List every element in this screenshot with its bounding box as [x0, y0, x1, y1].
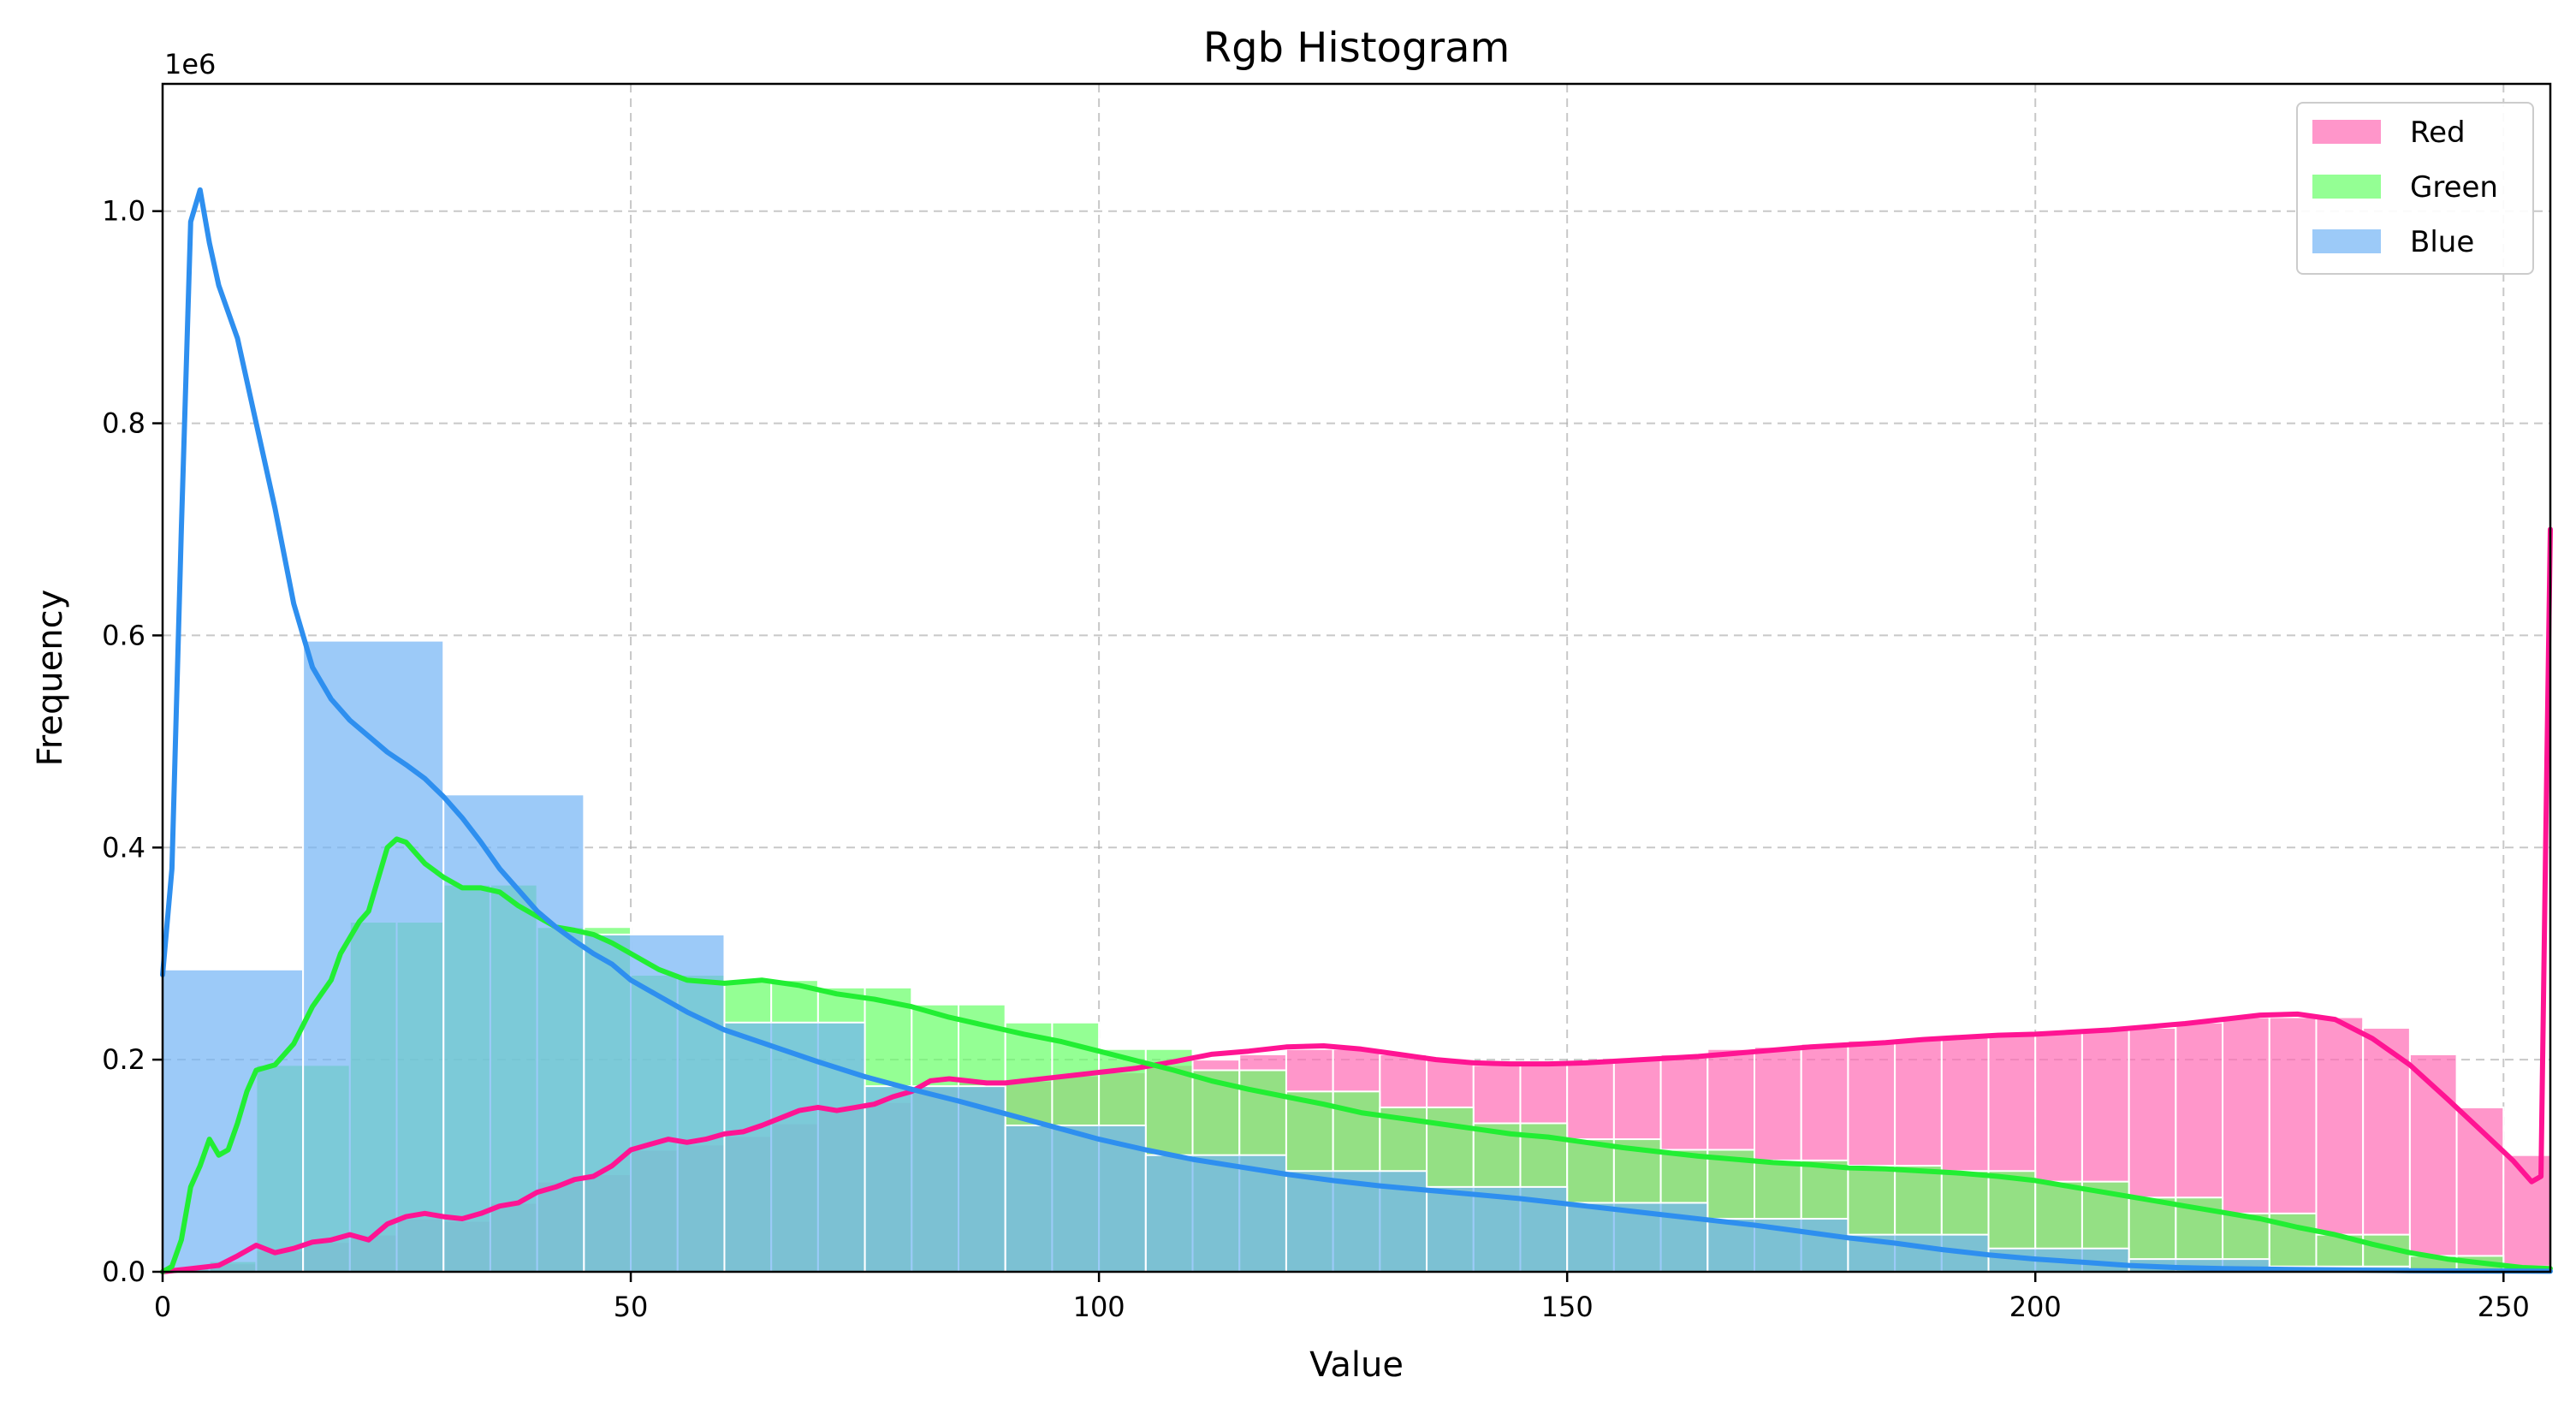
histogram-bar-blue	[1004, 1124, 1147, 1273]
x-tick-label: 150	[1541, 1291, 1594, 1323]
histogram-bar-blue	[864, 1085, 1006, 1273]
histogram-bar-blue	[583, 933, 726, 1273]
legend-items: Red Green Blue	[2312, 116, 2498, 259]
y-tick-label: 0.4	[102, 831, 145, 864]
legend-label-green: Green	[2410, 170, 2498, 205]
plot-frame	[161, 82, 2552, 1273]
x-tick-label: 0	[154, 1291, 171, 1323]
x-tick-label: 250	[2478, 1291, 2530, 1323]
kde-curves	[160, 187, 2553, 1274]
y-tick-label: 1.0	[102, 195, 145, 228]
x-axis-ticks: 0 50 100 150 200 250	[154, 1272, 2530, 1323]
histogram-bar-red	[2315, 1016, 2365, 1273]
histogram-bar-blue	[723, 1021, 866, 1273]
y-tick-label: 0.2	[102, 1043, 145, 1076]
y-axis-ticks: 0.0 0.2 0.4 0.6 0.8 1.0	[102, 195, 163, 1288]
legend-label-red: Red	[2410, 116, 2466, 150]
histogram-bar-red	[2362, 1026, 2411, 1273]
y-tick-label: 0.0	[102, 1256, 145, 1288]
y-axis-title: Frequency	[31, 590, 70, 767]
histogram-bar-blue	[442, 793, 585, 1273]
x-tick-label: 50	[614, 1291, 649, 1323]
y-tick-label: 0.8	[102, 407, 145, 440]
histogram-bar-blue	[1144, 1154, 1287, 1273]
x-tick-label: 100	[1073, 1291, 1125, 1323]
x-tick-label: 200	[2009, 1291, 2062, 1323]
y-offset-label: 1e6	[164, 48, 216, 80]
kde-line-red	[160, 526, 2553, 1274]
histogram-bar-blue	[302, 639, 445, 1273]
legend: Red Green Blue	[2296, 102, 2534, 275]
histogram-bar-red	[2408, 1053, 2458, 1273]
kde-line-green	[160, 836, 2553, 1274]
x-axis-title: Value	[1309, 1345, 1404, 1385]
kde-line-blue	[160, 187, 2553, 1274]
legend-swatch-blue	[2312, 229, 2381, 253]
chart-title: Rgb Histogram	[1203, 24, 1511, 72]
y-tick-label: 0.6	[102, 619, 145, 651]
legend-label-blue: Blue	[2410, 225, 2474, 259]
legend-swatch-green	[2312, 175, 2381, 199]
histogram-bar-red	[2455, 1106, 2505, 1273]
bars-blue	[162, 639, 2551, 1273]
legend-swatch-red	[2312, 120, 2381, 144]
